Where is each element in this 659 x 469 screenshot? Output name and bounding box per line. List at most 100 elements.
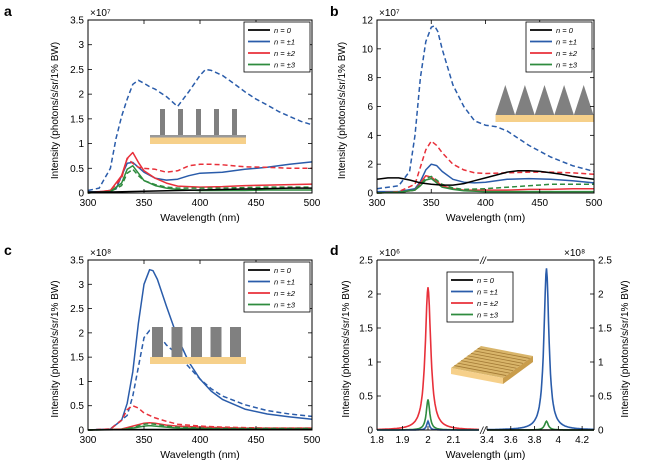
x-tick-label: 4: [556, 435, 562, 446]
y-tick-label-left: 1.5: [359, 324, 373, 335]
y-tick-label: 2.5: [70, 65, 84, 76]
nanocone: [515, 85, 535, 115]
legend-entry: n = ±2: [274, 49, 296, 58]
substrate-film: [150, 135, 246, 138]
x-tick-label: 400: [192, 198, 209, 209]
y-tick-label: 4: [367, 131, 373, 142]
nanowall: [152, 327, 163, 357]
panel-letter: b: [330, 3, 339, 19]
nanowall: [191, 327, 202, 357]
axis-break-mark: //: [479, 256, 487, 267]
y-axis-label: Intensity (photons/s/sr/1% BW): [50, 42, 61, 179]
legend-entry: n = 0: [477, 276, 495, 285]
legend-entry: n = ±3: [274, 301, 296, 310]
y-tick-label-left: 2.5: [359, 256, 373, 267]
y-tick-label: 1: [78, 139, 84, 150]
legend-entry: n = ±1: [274, 38, 295, 47]
y-exponent-right: ×10⁸: [564, 248, 585, 259]
panel-b: b 300 350 400 450 500 0 2 4 6 8 10 12 Wavelength (nm…: [330, 3, 603, 224]
nanopillar: [232, 109, 237, 135]
nanocone: [534, 85, 555, 115]
nanopillar: [160, 109, 165, 135]
y-tick-label: 0.5: [70, 401, 84, 412]
x-tick-label: 350: [423, 198, 440, 209]
x-tick-label: 2.1: [447, 435, 461, 446]
axis-break-mark: //: [479, 426, 487, 437]
y-tick-label: 2: [78, 90, 84, 101]
y-tick-label: 1.5: [70, 114, 84, 125]
panel-a: a 300 350 400 450 500 0 0.5 1 1.5 2 2.5 3 3.5 Wavelen…: [4, 3, 321, 224]
x-tick-label: 1.9: [396, 435, 410, 446]
panel-d: d // // 1.8 1.9 2 2.1 3.4 3.6 3.8 4 4.2 0 0 0.5 0.5 1 1 1…: [330, 242, 631, 461]
y-tick-label-left: 0: [367, 426, 373, 437]
nanopillar: [214, 109, 219, 135]
x-tick-label: 500: [304, 435, 321, 446]
panel-letter: c: [4, 242, 12, 258]
panel-letter: a: [4, 3, 12, 19]
series-n0-solid-line: [376, 169, 595, 186]
x-axis-label: Wavelength (μm): [446, 449, 526, 461]
nanocone: [495, 85, 516, 115]
x-tick-label: 400: [192, 435, 209, 446]
nanowall: [210, 327, 222, 357]
grating-line: [467, 355, 520, 367]
slab-top: [451, 346, 533, 378]
x-tick-label: 500: [586, 198, 603, 209]
y-tick-label: 0: [78, 426, 84, 437]
y-tick-label-right: 0.5: [598, 392, 612, 403]
grating-line: [474, 350, 527, 362]
nanocone: [554, 85, 574, 115]
x-tick-label: 450: [248, 198, 265, 209]
legend-entry: n = 0: [556, 26, 574, 35]
x-tick-label: 350: [136, 198, 153, 209]
grating-line: [457, 362, 510, 374]
x-tick-label: 3.4: [480, 435, 494, 446]
y-tick-label: 0.5: [70, 164, 84, 175]
y-tick-label: 3.5: [70, 256, 84, 267]
legend-entry: n = ±1: [477, 288, 498, 297]
x-axis-label: Wavelength (nm): [160, 449, 240, 461]
y-exponent: ×10⁷: [379, 8, 400, 19]
legend-entry: n = ±1: [274, 278, 295, 287]
y-tick-label-right: 1: [598, 358, 604, 369]
substrate: [150, 357, 246, 364]
x-tick-label: 450: [248, 435, 265, 446]
series-n1-dashed-line: [87, 329, 313, 431]
nanowall: [171, 327, 183, 357]
legend-entry: n = ±3: [477, 311, 499, 320]
x-tick-label: 300: [369, 198, 386, 209]
panel-letter: d: [330, 242, 339, 258]
legend-entry: n = ±2: [274, 289, 296, 298]
y-tick-label-right: 0: [598, 426, 604, 437]
series-n1-dashed-line: [87, 68, 313, 192]
x-tick-label: 4.2: [575, 435, 589, 446]
y-axis-label: Intensity (photons/s/sr/1% BW): [337, 42, 348, 179]
y-tick-label: 1.5: [70, 353, 84, 364]
x-tick-label: 500: [304, 198, 321, 209]
y-tick-label-left: 2: [367, 290, 373, 301]
series-n3-left-line: [376, 399, 480, 431]
y-tick-label: 3: [78, 280, 84, 291]
legend-entry: n = ±1: [556, 38, 577, 47]
legend-entry: n = ±2: [477, 299, 499, 308]
x-tick-label: 300: [80, 435, 97, 446]
grating-line: [454, 365, 507, 376]
x-tick-label: 2: [425, 435, 431, 446]
legend-entry: n = 0: [274, 266, 292, 275]
grating-line: [470, 352, 524, 364]
x-tick-label: 450: [531, 198, 548, 209]
grating-line: [477, 348, 530, 359]
x-tick-label: 3.8: [528, 435, 542, 446]
y-tick-label-left: 0.5: [359, 392, 373, 403]
y-tick-label: 0: [367, 189, 373, 200]
y-tick-label: 10: [362, 44, 374, 55]
series-n2-dashed-line: [376, 140, 595, 194]
y-tick-label: 3.5: [70, 16, 84, 27]
y-tick-label-left: 1: [367, 358, 373, 369]
y-tick-label-right: 1.5: [598, 324, 612, 335]
y-tick-label: 6: [367, 102, 373, 113]
x-tick-label: 3.6: [504, 435, 518, 446]
legend-entry: n = 0: [274, 26, 292, 35]
nanocone: [573, 85, 594, 115]
